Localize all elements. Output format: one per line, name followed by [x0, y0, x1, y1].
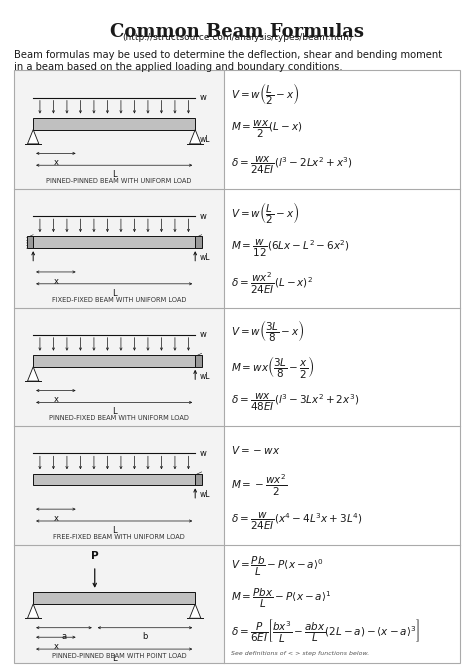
Text: $V = \dfrac{Pb}{L} - P\langle x-a\rangle^0$: $V = \dfrac{Pb}{L} - P\langle x-a\rangle…: [231, 555, 323, 578]
Text: $M = -\dfrac{wx^2}{2}$: $M = -\dfrac{wx^2}{2}$: [231, 473, 287, 498]
Text: $M = \dfrac{Pbx}{L} - P\langle x-a\rangle^1$: $M = \dfrac{Pbx}{L} - P\langle x-a\rangl…: [231, 586, 331, 610]
Polygon shape: [190, 130, 201, 144]
Text: $\delta = \dfrac{w}{24EI}\left(x^4 - 4L^3x + 3L^4\right)$: $\delta = \dfrac{w}{24EI}\left(x^4 - 4L^…: [231, 511, 363, 531]
Text: (http://structsource.com/analysis/types/beam.htm): (http://structsource.com/analysis/types/…: [122, 34, 352, 42]
Text: x: x: [54, 514, 58, 523]
Text: $\delta = \dfrac{wx^2}{24EI}\left(L - x\right)^2$: $\delta = \dfrac{wx^2}{24EI}\left(L - x\…: [231, 271, 313, 296]
Polygon shape: [27, 130, 39, 144]
Text: FREE-FIXED BEAM WITH UNIFORM LOAD: FREE-FIXED BEAM WITH UNIFORM LOAD: [53, 534, 185, 540]
Text: b: b: [142, 632, 148, 641]
Bar: [27, 237, 33, 249]
Bar: [33, 237, 195, 249]
Bar: [14, 70, 460, 663]
Text: L: L: [112, 654, 117, 663]
Text: $M = \dfrac{wx}{2}\left(L - x\right)$: $M = \dfrac{wx}{2}\left(L - x\right)$: [231, 119, 302, 140]
Text: PINNED-PINNED BEAM WITH POINT LOAD: PINNED-PINNED BEAM WITH POINT LOAD: [52, 653, 186, 659]
Text: Beam formulas may be used to determine the deflection, shear and bending moment
: Beam formulas may be used to determine t…: [14, 50, 442, 72]
Text: a: a: [62, 632, 66, 641]
Bar: [33, 592, 195, 604]
Bar: [14, 189, 224, 308]
Bar: [195, 474, 201, 485]
Polygon shape: [27, 604, 39, 618]
Text: x: x: [54, 277, 58, 285]
Text: P: P: [91, 551, 99, 561]
Bar: [195, 237, 201, 249]
Text: $\delta = \dfrac{wx}{24EI}\left(l^3 - 2Lx^2 + x^3\right)$: $\delta = \dfrac{wx}{24EI}\left(l^3 - 2L…: [231, 155, 353, 176]
Text: $\delta = \dfrac{wx}{48EI}\left(l^3 - 3Lx^2 + 2x^3\right)$: $\delta = \dfrac{wx}{48EI}\left(l^3 - 3L…: [231, 392, 359, 413]
Text: wL: wL: [200, 135, 210, 143]
Text: $V = -wx$: $V = -wx$: [231, 444, 280, 456]
Text: $\delta = \dfrac{P}{6EI}\left[\dfrac{bx^3}{L} - \dfrac{abx}{L}\left(2L-a\right) : $\delta = \dfrac{P}{6EI}\left[\dfrac{bx^…: [231, 616, 419, 644]
Text: w: w: [200, 212, 207, 220]
Bar: [14, 545, 224, 663]
Bar: [33, 118, 195, 130]
Text: $V = w\left(\dfrac{L}{2} - x\right)$: $V = w\left(\dfrac{L}{2} - x\right)$: [231, 200, 299, 226]
Text: L: L: [112, 170, 117, 179]
Text: $V = w\left(\dfrac{L}{2} - x\right)$: $V = w\left(\dfrac{L}{2} - x\right)$: [231, 81, 299, 107]
Polygon shape: [190, 604, 201, 618]
Text: x: x: [54, 642, 58, 651]
Text: wL: wL: [200, 372, 210, 381]
Bar: [195, 355, 201, 366]
Bar: [14, 308, 224, 426]
Text: $M = wx\left(\dfrac{3L}{8} - \dfrac{x}{2}\right)$: $M = wx\left(\dfrac{3L}{8} - \dfrac{x}{2…: [231, 354, 314, 380]
Bar: [33, 474, 195, 485]
Text: x: x: [54, 395, 58, 404]
Text: FIXED-FIXED BEAM WITH UNIFORM LOAD: FIXED-FIXED BEAM WITH UNIFORM LOAD: [52, 297, 186, 303]
Text: wL: wL: [200, 490, 210, 499]
Text: w: w: [200, 330, 207, 339]
Text: L: L: [112, 289, 117, 297]
Text: x: x: [54, 158, 58, 167]
Polygon shape: [27, 366, 39, 381]
Text: $M = \dfrac{w}{12}\left(6Lx - L^2 - 6x^2\right)$: $M = \dfrac{w}{12}\left(6Lx - L^2 - 6x^2…: [231, 238, 350, 259]
Bar: [33, 355, 195, 366]
Text: PINNED-FIXED BEAM WITH UNIFORM LOAD: PINNED-FIXED BEAM WITH UNIFORM LOAD: [49, 415, 189, 421]
Text: w: w: [200, 449, 207, 458]
Text: w: w: [200, 93, 207, 102]
Text: PINNED-PINNED BEAM WITH UNIFORM LOAD: PINNED-PINNED BEAM WITH UNIFORM LOAD: [46, 178, 191, 184]
Text: wL: wL: [200, 253, 210, 262]
Text: L: L: [112, 407, 117, 416]
Text: $V = w\left(\dfrac{3L}{8} - x\right)$: $V = w\left(\dfrac{3L}{8} - x\right)$: [231, 318, 305, 344]
Bar: [14, 426, 224, 545]
Text: See definitions of < > step functions below.: See definitions of < > step functions be…: [231, 651, 369, 656]
Text: Common Beam Formulas: Common Beam Formulas: [110, 23, 364, 42]
Text: L: L: [112, 526, 117, 535]
Bar: [14, 70, 224, 189]
